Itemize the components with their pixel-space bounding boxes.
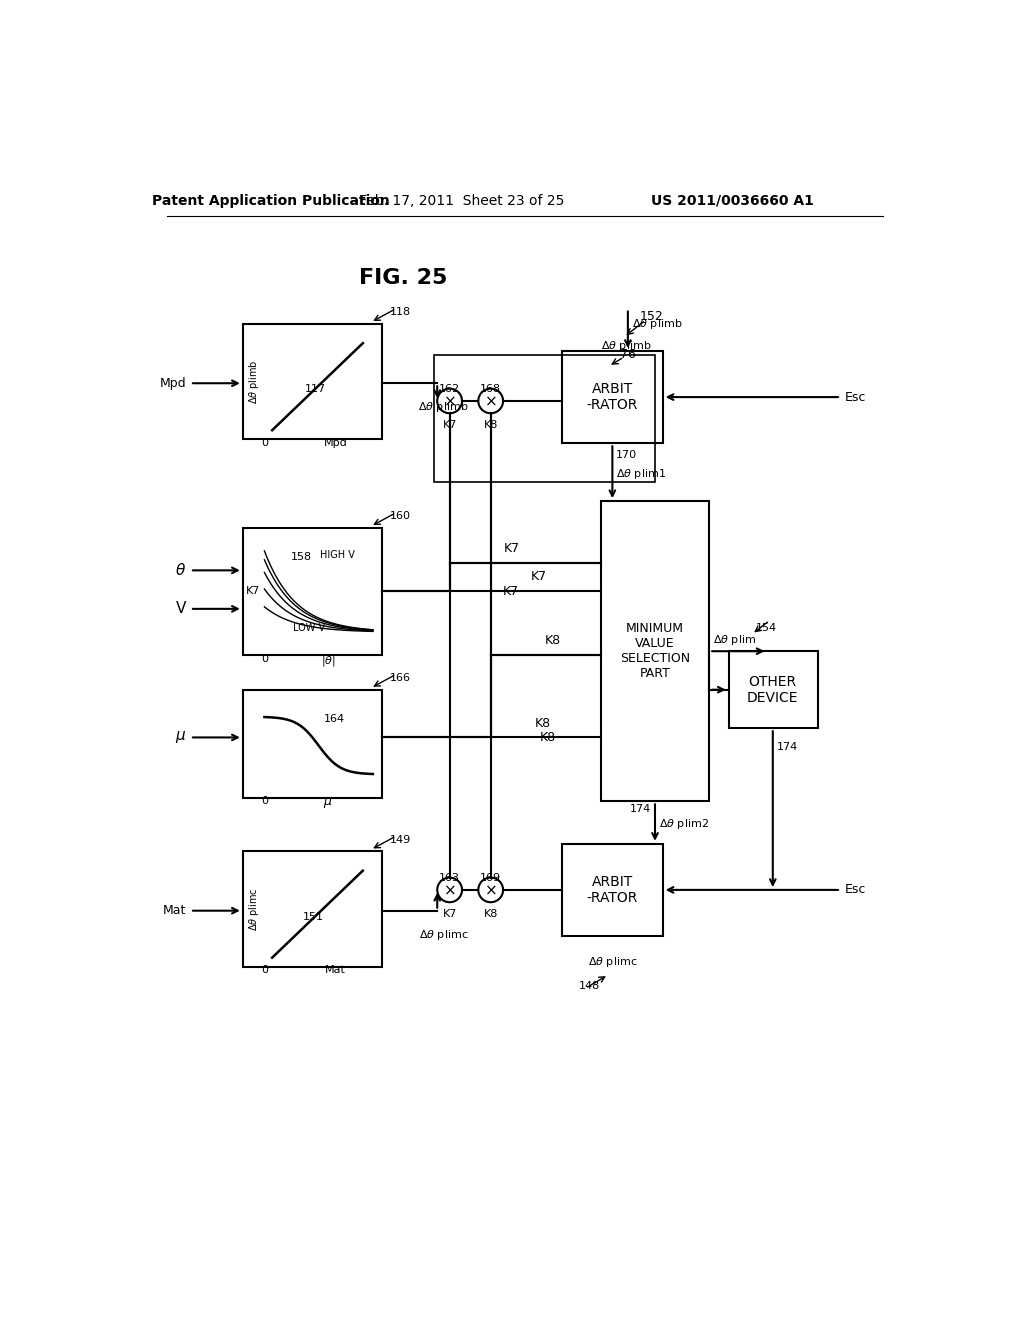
Text: $\Delta\theta$ plimb: $\Delta\theta$ plimb — [632, 317, 682, 331]
Text: 118: 118 — [390, 308, 411, 317]
Text: K7: K7 — [442, 909, 457, 919]
Text: 0: 0 — [261, 796, 268, 807]
Bar — [562, 843, 663, 936]
Text: V: V — [176, 602, 186, 616]
Text: $\times$: $\times$ — [484, 882, 497, 898]
Text: $\mu$: $\mu$ — [175, 730, 186, 746]
Text: 117: 117 — [305, 384, 326, 395]
Text: 170: 170 — [616, 450, 637, 459]
Text: 162: 162 — [439, 384, 460, 393]
Text: 152: 152 — [639, 310, 663, 323]
Text: $\mu$: $\mu$ — [324, 796, 333, 810]
Text: Mpd: Mpd — [160, 376, 186, 389]
Bar — [601, 502, 710, 801]
Text: 154: 154 — [756, 623, 777, 634]
Text: $\times$: $\times$ — [443, 393, 456, 408]
Text: 160: 160 — [390, 511, 411, 521]
Text: $\Delta\theta$ plim1: $\Delta\theta$ plim1 — [616, 467, 667, 480]
Text: K8: K8 — [483, 420, 498, 430]
Text: Mpd: Mpd — [324, 438, 347, 447]
Bar — [729, 651, 818, 729]
Text: 166: 166 — [390, 673, 411, 684]
Text: Esc: Esc — [845, 391, 866, 404]
Text: 0: 0 — [261, 438, 268, 447]
Text: Patent Application Publication: Patent Application Publication — [153, 194, 390, 207]
Text: 149: 149 — [390, 834, 412, 845]
Text: K7: K7 — [530, 570, 547, 583]
Text: 163: 163 — [439, 873, 460, 883]
Bar — [562, 351, 663, 444]
Text: 169: 169 — [480, 873, 502, 883]
Text: Mat: Mat — [163, 904, 186, 917]
Text: 174: 174 — [776, 742, 798, 752]
Text: 158: 158 — [291, 552, 312, 562]
Text: Mat: Mat — [326, 965, 346, 975]
Text: $\Delta\theta$ plimc: $\Delta\theta$ plimc — [588, 956, 637, 969]
Text: HIGH V: HIGH V — [321, 550, 355, 560]
Text: K7: K7 — [442, 420, 457, 430]
Text: Feb. 17, 2011  Sheet 23 of 25: Feb. 17, 2011 Sheet 23 of 25 — [358, 194, 564, 207]
Text: FIG. 25: FIG. 25 — [359, 268, 447, 288]
Text: 0: 0 — [261, 965, 268, 975]
Text: LOW V: LOW V — [293, 623, 326, 634]
Text: $\Delta\theta$ plimc: $\Delta\theta$ plimc — [247, 887, 260, 931]
Text: K7: K7 — [247, 586, 261, 597]
Text: $\Delta\theta$ plim2: $\Delta\theta$ plim2 — [658, 817, 709, 832]
Text: ARBIT
-RATOR: ARBIT -RATOR — [587, 875, 638, 906]
Bar — [243, 528, 382, 655]
Text: K7: K7 — [503, 585, 518, 598]
Text: OTHER
DEVICE: OTHER DEVICE — [748, 675, 799, 705]
Bar — [243, 689, 382, 797]
Text: Esc: Esc — [845, 883, 866, 896]
Text: 0: 0 — [261, 653, 268, 664]
Text: US 2011/0036660 A1: US 2011/0036660 A1 — [651, 194, 814, 207]
Text: $\Delta\theta$ plimb: $\Delta\theta$ plimb — [418, 400, 469, 414]
Text: $\Delta\theta$ plimb: $\Delta\theta$ plimb — [247, 359, 260, 404]
Bar — [243, 851, 382, 966]
Text: ARBIT
-RATOR: ARBIT -RATOR — [587, 381, 638, 412]
Text: $\Delta\theta$ plimb: $\Delta\theta$ plimb — [601, 338, 651, 352]
Text: $\Delta\theta$ plim: $\Delta\theta$ plim — [713, 632, 757, 647]
Text: 76: 76 — [620, 348, 636, 362]
Text: 151: 151 — [303, 912, 325, 921]
Text: $\Delta\theta$ plimc: $\Delta\theta$ plimc — [419, 928, 468, 941]
Text: 168: 168 — [480, 384, 502, 393]
Text: MINIMUM
VALUE
SELECTION
PART: MINIMUM VALUE SELECTION PART — [620, 622, 690, 680]
Text: 174: 174 — [630, 804, 651, 814]
Text: K8: K8 — [545, 635, 561, 647]
Bar — [434, 355, 655, 482]
Text: $\theta$: $\theta$ — [175, 562, 186, 578]
Text: K8: K8 — [535, 717, 551, 730]
Text: 148: 148 — [579, 981, 600, 991]
Text: K8: K8 — [483, 909, 498, 919]
Text: K8: K8 — [540, 731, 556, 744]
Text: $\times$: $\times$ — [443, 882, 456, 898]
Text: 164: 164 — [324, 714, 345, 723]
Text: $|\theta|$: $|\theta|$ — [321, 653, 335, 668]
Text: $\times$: $\times$ — [484, 393, 497, 408]
Bar — [243, 323, 382, 440]
Text: K7: K7 — [504, 543, 520, 554]
